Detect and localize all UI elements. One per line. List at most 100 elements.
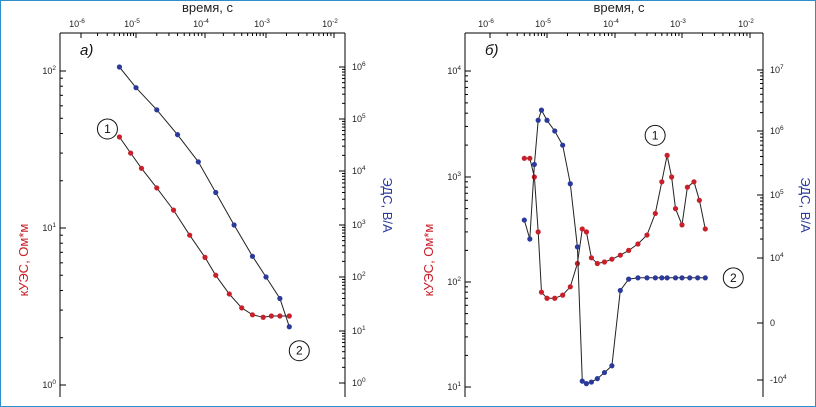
data-point <box>617 252 623 258</box>
data-point <box>531 174 537 180</box>
x-axis-title: время, с <box>182 0 234 15</box>
data-point <box>531 161 537 168</box>
data-point <box>138 165 145 171</box>
data-point <box>579 378 585 384</box>
y-right-axis-title: ЭДС, В/А <box>798 177 813 233</box>
data-point <box>609 256 615 262</box>
data-point <box>552 128 558 134</box>
series-1: 1 <box>521 124 708 301</box>
y-left-axis-title: кУЭС, Ом*м <box>16 224 31 297</box>
data-point <box>521 217 527 223</box>
data-point <box>609 363 615 369</box>
data-point <box>195 159 201 165</box>
data-point <box>286 313 292 319</box>
data-point <box>249 312 256 318</box>
x-tick-label: 10-2 <box>738 18 754 29</box>
data-point <box>626 247 632 253</box>
data-point <box>538 107 545 113</box>
data-point <box>594 376 600 382</box>
series-marker-circle <box>644 124 666 146</box>
y-right-tick-label: 104 <box>770 252 784 263</box>
series-marker-circle <box>288 340 310 362</box>
data-point <box>579 226 585 232</box>
data-point <box>527 155 533 161</box>
y-right-tick-label: 107 <box>770 64 784 75</box>
x-tick-label: 10-3 <box>254 18 270 29</box>
data-point <box>635 241 641 247</box>
data-point <box>538 289 545 295</box>
y-left-axis-title: кУЭС, Ом*м <box>421 224 436 297</box>
data-point <box>170 207 177 213</box>
data-point <box>560 292 566 298</box>
series-marker-label: 1 <box>652 128 659 142</box>
series-line <box>118 136 290 318</box>
data-point <box>691 179 697 185</box>
data-point <box>116 134 123 140</box>
x-tick-label: 10-5 <box>124 18 140 29</box>
data-point <box>260 314 266 320</box>
series-marker-label: 2 <box>296 344 303 358</box>
x-tick-label: 10-6 <box>478 18 494 29</box>
y-right-tick-label: 106 <box>352 61 366 72</box>
data-point <box>567 181 573 187</box>
data-point <box>588 379 595 385</box>
y-right-tick-label: 105 <box>352 113 366 124</box>
y-left-tick-label: 100 <box>42 379 56 390</box>
data-point <box>695 275 701 281</box>
x-tick-label: 10-2 <box>322 18 338 29</box>
data-point <box>544 117 550 123</box>
x-axis-title: время, с <box>593 0 645 15</box>
data-point <box>116 64 123 70</box>
data-point <box>521 155 527 161</box>
data-point <box>239 305 245 311</box>
series-line <box>119 66 290 327</box>
y-left-tick-label: 102 <box>42 65 56 76</box>
data-point <box>644 275 650 281</box>
data-point <box>679 275 685 281</box>
data-point <box>133 85 139 91</box>
y-left-tick-label: 101 <box>42 222 56 233</box>
series-marker-label: 2 <box>730 271 737 285</box>
x-tick-label: 10-5 <box>535 18 551 29</box>
x-tick-label: 10-4 <box>603 18 619 29</box>
y-right-axis-title: ЭДС, В/А <box>380 177 395 233</box>
x-tick-label: 10-3 <box>670 18 686 29</box>
series-1: 1 <box>96 118 292 320</box>
data-point <box>583 381 590 387</box>
data-point <box>664 275 670 281</box>
data-point <box>672 275 679 281</box>
y-left-tick-label: 101 <box>447 381 461 392</box>
data-point <box>174 132 181 138</box>
x-tick-label: 10-6 <box>69 18 85 29</box>
data-point <box>652 275 658 281</box>
data-point <box>644 232 650 238</box>
panel-label: б) <box>485 42 498 59</box>
data-point <box>669 174 675 180</box>
data-point <box>702 275 708 281</box>
series-marker-circle <box>96 118 118 140</box>
y-left-tick-label: 104 <box>447 65 461 76</box>
data-point <box>594 260 600 267</box>
series-2: 2 <box>521 107 744 387</box>
data-point <box>128 150 134 156</box>
data-point <box>672 206 679 212</box>
series-line <box>524 155 706 299</box>
data-point <box>213 272 219 278</box>
y-right-tick-label: 104 <box>352 165 366 176</box>
data-point <box>659 179 665 185</box>
data-point <box>567 284 573 290</box>
data-point <box>702 226 708 232</box>
data-point <box>277 295 283 302</box>
x-tick-label: 10-4 <box>193 18 209 29</box>
series-marker-circle <box>722 267 744 289</box>
data-point <box>635 275 641 281</box>
y-right-tick-label: 103 <box>352 219 366 230</box>
data-point <box>213 189 219 196</box>
data-point <box>659 275 665 281</box>
data-point <box>527 236 533 242</box>
series-2: 2 <box>116 64 310 362</box>
y-right-tick-label: -104 <box>770 374 787 385</box>
data-point <box>583 229 590 235</box>
